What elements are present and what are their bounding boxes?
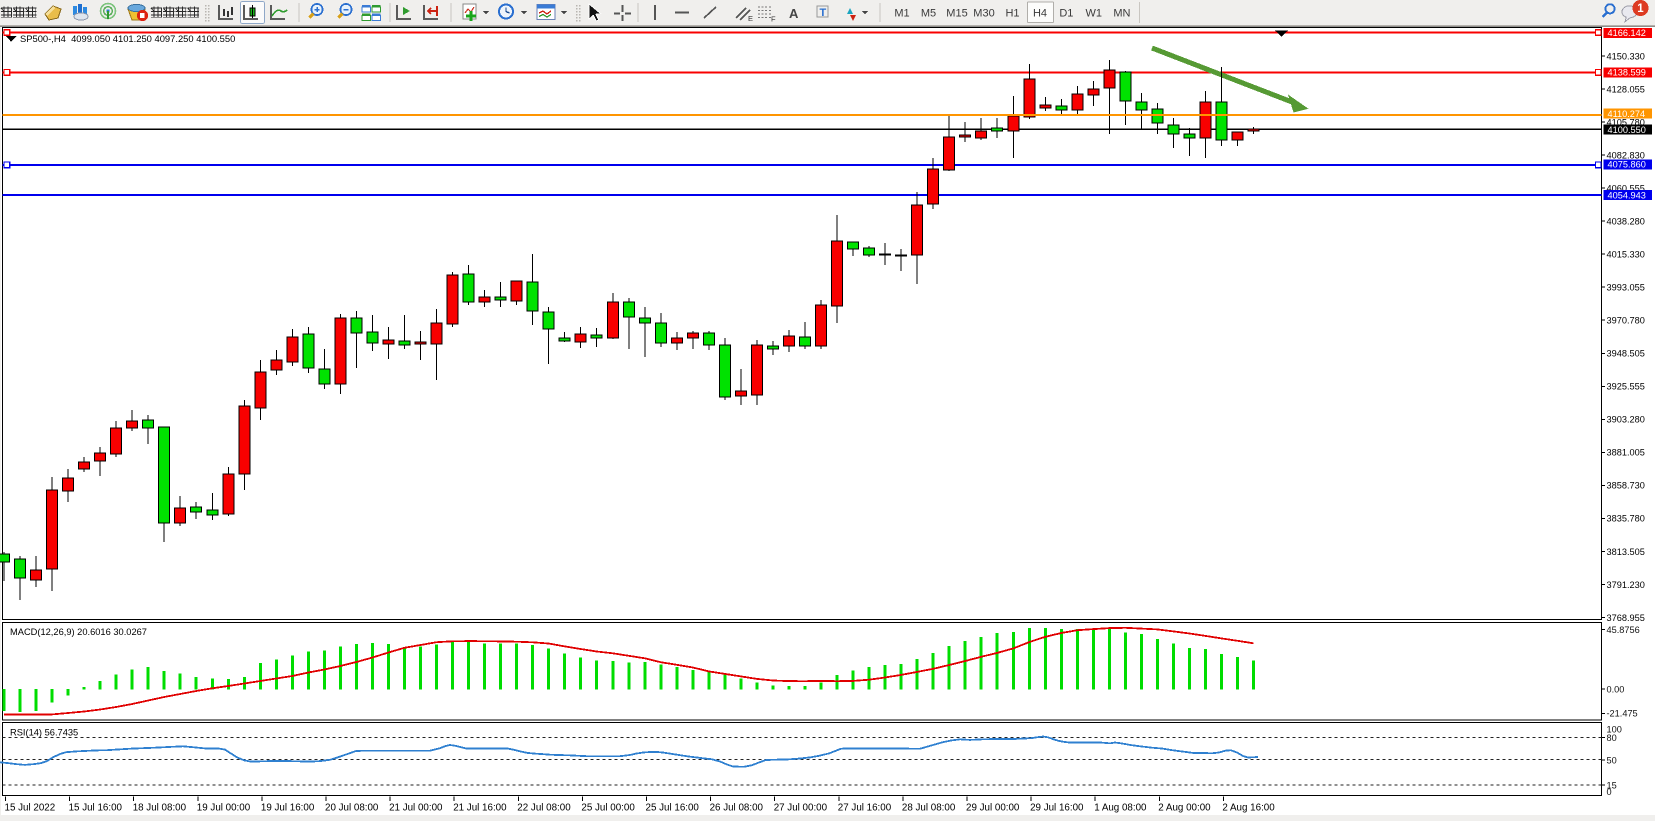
svg-text:3993.055: 3993.055	[1607, 283, 1645, 293]
svg-text:4075.860: 4075.860	[1608, 160, 1646, 170]
svg-text:3835.780: 3835.780	[1607, 514, 1645, 524]
svg-text:W1: W1	[1085, 8, 1102, 20]
svg-text:SP500-,H4 4099.050 4101.250 4: SP500-,H4 4099.050 4101.250 4097.250 410…	[20, 33, 235, 44]
svg-text:22 Jul 08:00: 22 Jul 08:00	[517, 803, 571, 814]
svg-text:4150.330: 4150.330	[1607, 51, 1645, 61]
svg-text:MACD(12,26,9) 20.6016 30.0267: MACD(12,26,9) 20.6016 30.0267	[10, 627, 147, 637]
svg-text:A: A	[789, 6, 799, 21]
svg-text:3813.505: 3813.505	[1607, 547, 1645, 557]
svg-text:M5: M5	[921, 8, 936, 20]
svg-text:29 Jul 00:00: 29 Jul 00:00	[966, 803, 1020, 814]
svg-text:1: 1	[1637, 3, 1644, 15]
svg-text:27 Jul 16:00: 27 Jul 16:00	[838, 803, 892, 814]
svg-text:H1: H1	[1005, 8, 1019, 20]
svg-text:3948.505: 3948.505	[1607, 349, 1645, 359]
svg-text:15: 15	[1607, 780, 1617, 790]
svg-text:0: 0	[1607, 787, 1612, 797]
svg-text:2 Aug 16:00: 2 Aug 16:00	[1222, 803, 1275, 814]
svg-text:15 Jul 16:00: 15 Jul 16:00	[69, 803, 123, 814]
svg-text:19 Jul 00:00: 19 Jul 00:00	[197, 803, 251, 814]
svg-text:4105.780: 4105.780	[1607, 117, 1645, 127]
svg-text:4110.274: 4110.274	[1608, 109, 1646, 119]
svg-text:3925.555: 3925.555	[1607, 382, 1645, 392]
svg-text:28 Jul 08:00: 28 Jul 08:00	[902, 803, 956, 814]
svg-text:4138.599: 4138.599	[1608, 68, 1646, 78]
svg-text:M1: M1	[894, 8, 909, 20]
svg-text:F: F	[771, 15, 776, 24]
svg-text:19 Jul 16:00: 19 Jul 16:00	[261, 803, 315, 814]
svg-text:45.8756: 45.8756	[1607, 625, 1640, 635]
svg-text:3903.280: 3903.280	[1607, 415, 1645, 425]
svg-text:4015.330: 4015.330	[1607, 249, 1645, 259]
svg-text:100: 100	[1607, 725, 1622, 735]
svg-text:E: E	[748, 14, 753, 23]
svg-text:25 Jul 16:00: 25 Jul 16:00	[646, 803, 700, 814]
svg-text:50: 50	[1607, 755, 1617, 765]
svg-text:4082.830: 4082.830	[1607, 150, 1645, 160]
svg-text:3881.005: 3881.005	[1607, 448, 1645, 458]
svg-text:26 Jul 08:00: 26 Jul 08:00	[710, 803, 764, 814]
svg-text:3970.780: 3970.780	[1607, 316, 1645, 326]
svg-text:18 Jul 08:00: 18 Jul 08:00	[133, 803, 187, 814]
svg-text:29 Jul 16:00: 29 Jul 16:00	[1030, 803, 1084, 814]
svg-text:4100.550: 4100.550	[1608, 125, 1646, 135]
svg-text:MN: MN	[1113, 8, 1130, 20]
svg-text:2 Aug 00:00: 2 Aug 00:00	[1158, 803, 1211, 814]
svg-text:0.00: 0.00	[1607, 685, 1625, 695]
svg-text:-21.475: -21.475	[1607, 709, 1638, 719]
svg-text:80: 80	[1607, 733, 1617, 743]
svg-text:21 Jul 16:00: 21 Jul 16:00	[453, 803, 507, 814]
svg-text:25 Jul 00:00: 25 Jul 00:00	[581, 803, 635, 814]
svg-text:20 Jul 08:00: 20 Jul 08:00	[325, 803, 379, 814]
svg-text:4038.280: 4038.280	[1607, 216, 1645, 226]
svg-text:21 Jul 00:00: 21 Jul 00:00	[389, 803, 443, 814]
svg-text:4054.943: 4054.943	[1608, 190, 1646, 200]
svg-text:3858.730: 3858.730	[1607, 481, 1645, 491]
svg-text:D1: D1	[1059, 8, 1073, 20]
svg-text:H4: H4	[1033, 8, 1047, 20]
svg-text:M30: M30	[973, 8, 994, 20]
svg-text:RSI(14) 56.7435: RSI(14) 56.7435	[10, 728, 78, 738]
svg-text:27 Jul 00:00: 27 Jul 00:00	[774, 803, 828, 814]
svg-text:T: T	[820, 7, 827, 19]
svg-text:15 Jul 2022: 15 Jul 2022	[5, 803, 56, 814]
svg-text:M15: M15	[946, 8, 967, 20]
svg-text:1 Aug 08:00: 1 Aug 08:00	[1094, 803, 1147, 814]
svg-text:4166.142: 4166.142	[1608, 28, 1646, 38]
svg-text:4060.555: 4060.555	[1607, 183, 1645, 193]
svg-text:3768.955: 3768.955	[1607, 613, 1645, 623]
svg-text:3791.230: 3791.230	[1607, 580, 1645, 590]
svg-text:4128.055: 4128.055	[1607, 84, 1645, 94]
